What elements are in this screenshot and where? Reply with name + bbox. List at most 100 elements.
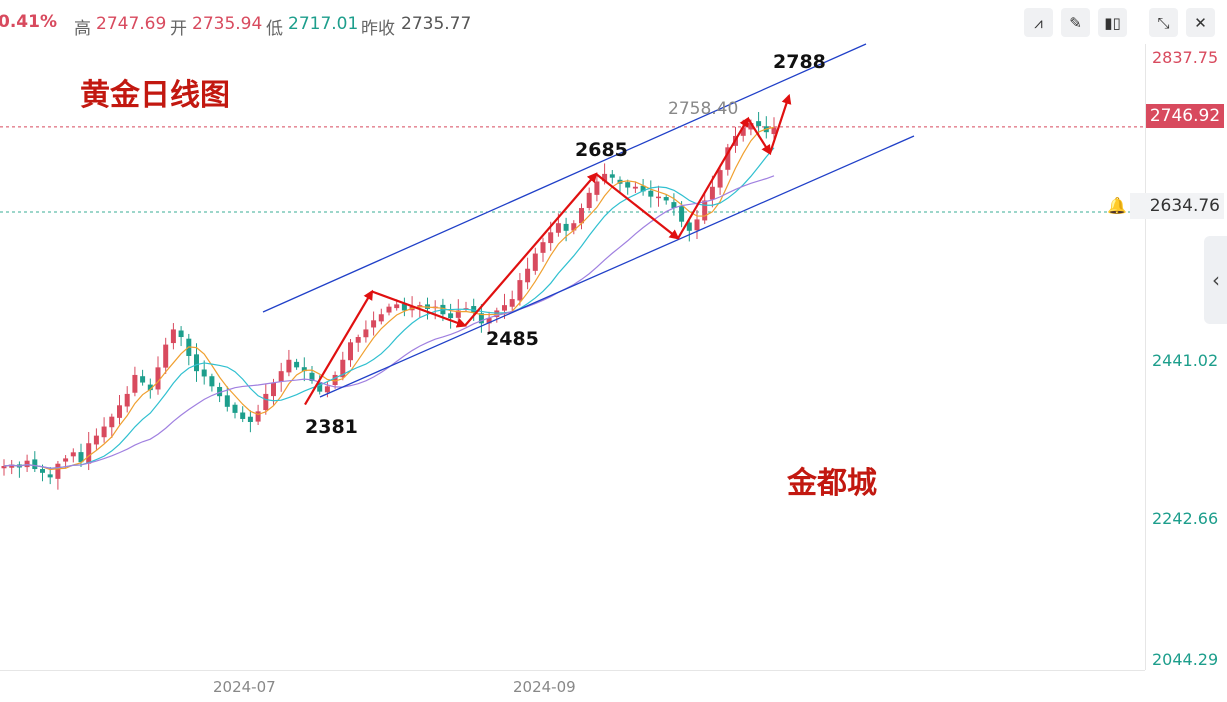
- zigzag-arrow: [304, 289, 374, 406]
- date-tick-label: 2024-09: [513, 678, 576, 696]
- candle-body: [563, 223, 569, 231]
- zigzag-arrow: [747, 117, 772, 156]
- zigzag-label: 2381: [305, 416, 358, 438]
- expand-panel-handle[interactable]: ‹: [1204, 236, 1227, 324]
- candle-body: [317, 382, 323, 392]
- open-value: 2735.94: [192, 14, 263, 34]
- candle-body: [163, 344, 169, 368]
- candle-body: [271, 382, 276, 397]
- candle-body: [656, 196, 661, 199]
- candle-body: [355, 337, 361, 343]
- candle-body: [579, 208, 584, 224]
- quote-header: 0.41% 高 2747.69 开 2735.94 低 2717.01 昨收 2…: [0, 0, 1227, 48]
- ma10-line: [3, 147, 775, 469]
- candle-body: [502, 305, 507, 311]
- price-tick-label: 2044.29: [1152, 650, 1219, 669]
- watermark-text: 金都城: [787, 466, 877, 501]
- prev-close-label: 昨收: [361, 19, 395, 39]
- candle-body: [147, 384, 153, 391]
- zigzag-label: 2485: [486, 328, 539, 350]
- high-marker-label: 2758.40: [668, 99, 739, 119]
- candle-body: [694, 219, 700, 231]
- price-axis-divider: [1145, 44, 1146, 670]
- candle-body: [140, 376, 146, 383]
- candle-body: [625, 182, 631, 188]
- chart-toolbar: ⩘ ✎ ▮▯ ⤡ ✕: [1024, 8, 1215, 37]
- candle-body: [717, 170, 723, 188]
- candle-body: [709, 186, 715, 200]
- candle-body: [224, 395, 230, 407]
- candle-body: [301, 367, 307, 372]
- zigzag-label: 2685: [575, 139, 628, 161]
- candle-body: [586, 192, 592, 208]
- candle-body: [771, 127, 777, 135]
- candle-body: [632, 186, 638, 189]
- candle-body: [401, 303, 407, 311]
- candle-body: [332, 374, 338, 386]
- candle-body: [217, 386, 223, 397]
- candle-body: [663, 197, 669, 201]
- candle-body: [478, 313, 484, 324]
- candle-body: [255, 411, 261, 422]
- channel-lower-line: [319, 135, 915, 398]
- candle-body: [286, 359, 292, 373]
- candle-body: [455, 310, 461, 318]
- zigzag-arrow: [371, 290, 467, 328]
- zigzag-arrow: [464, 172, 598, 327]
- ref-price-tag[interactable]: 2634.76: [1130, 193, 1224, 219]
- candle-body: [725, 147, 731, 170]
- zigzag-label: 2788: [773, 51, 826, 73]
- candle-body: [517, 280, 523, 301]
- candle-body: [686, 222, 692, 231]
- line-chart-icon[interactable]: ⩘: [1024, 8, 1053, 37]
- close-icon[interactable]: ✕: [1186, 8, 1215, 37]
- candle-body: [748, 123, 754, 130]
- candle-body: [70, 452, 76, 457]
- candle-body: [194, 354, 199, 372]
- candle-body: [340, 359, 346, 378]
- candle-body: [571, 223, 577, 231]
- candle-body: [201, 369, 207, 377]
- candle-body: [278, 371, 284, 382]
- candle-body: [263, 393, 269, 411]
- ma5-line: [3, 126, 775, 471]
- chart-title: 黄金日线图: [80, 78, 230, 113]
- candle-body: [247, 416, 253, 422]
- candle-body: [448, 313, 454, 319]
- channel-upper-line: [262, 43, 867, 313]
- candle-body: [594, 181, 600, 195]
- current-price-tag: 2746.92: [1146, 104, 1224, 128]
- prev-close-value: 2735.77: [401, 14, 472, 34]
- candle-body: [378, 314, 384, 322]
- candle-body: [117, 405, 122, 418]
- alert-bell-icon[interactable]: 🔔: [1107, 196, 1127, 215]
- candle-body: [648, 190, 654, 197]
- candle-body: [394, 304, 400, 309]
- candle-body: [178, 330, 184, 338]
- date-tick-label: 2024-07: [213, 678, 276, 696]
- candlestick-icon[interactable]: ▮▯: [1098, 8, 1127, 37]
- open-label: 开: [170, 19, 187, 39]
- candle-body: [540, 242, 546, 253]
- candle-body: [86, 443, 92, 464]
- price-tick-label: 2837.75: [1152, 48, 1219, 67]
- draw-pen-icon[interactable]: ✎: [1061, 8, 1090, 37]
- high-label: 高: [74, 19, 91, 39]
- candle-body: [679, 205, 685, 222]
- candle-body: [47, 474, 53, 478]
- candle-body: [702, 200, 708, 221]
- candle-body: [93, 435, 99, 445]
- candle-body: [740, 127, 746, 136]
- candle-body: [63, 458, 69, 462]
- candle-body: [32, 459, 38, 470]
- candle-body: [471, 306, 477, 313]
- low-label: 低: [266, 19, 283, 39]
- candle-body: [109, 416, 115, 428]
- candle-body: [9, 464, 15, 468]
- collapse-icon[interactable]: ⤡: [1149, 8, 1178, 37]
- candle-body: [124, 393, 130, 407]
- candle-body: [371, 320, 377, 328]
- candle-body: [170, 329, 176, 344]
- candle-body: [240, 412, 246, 419]
